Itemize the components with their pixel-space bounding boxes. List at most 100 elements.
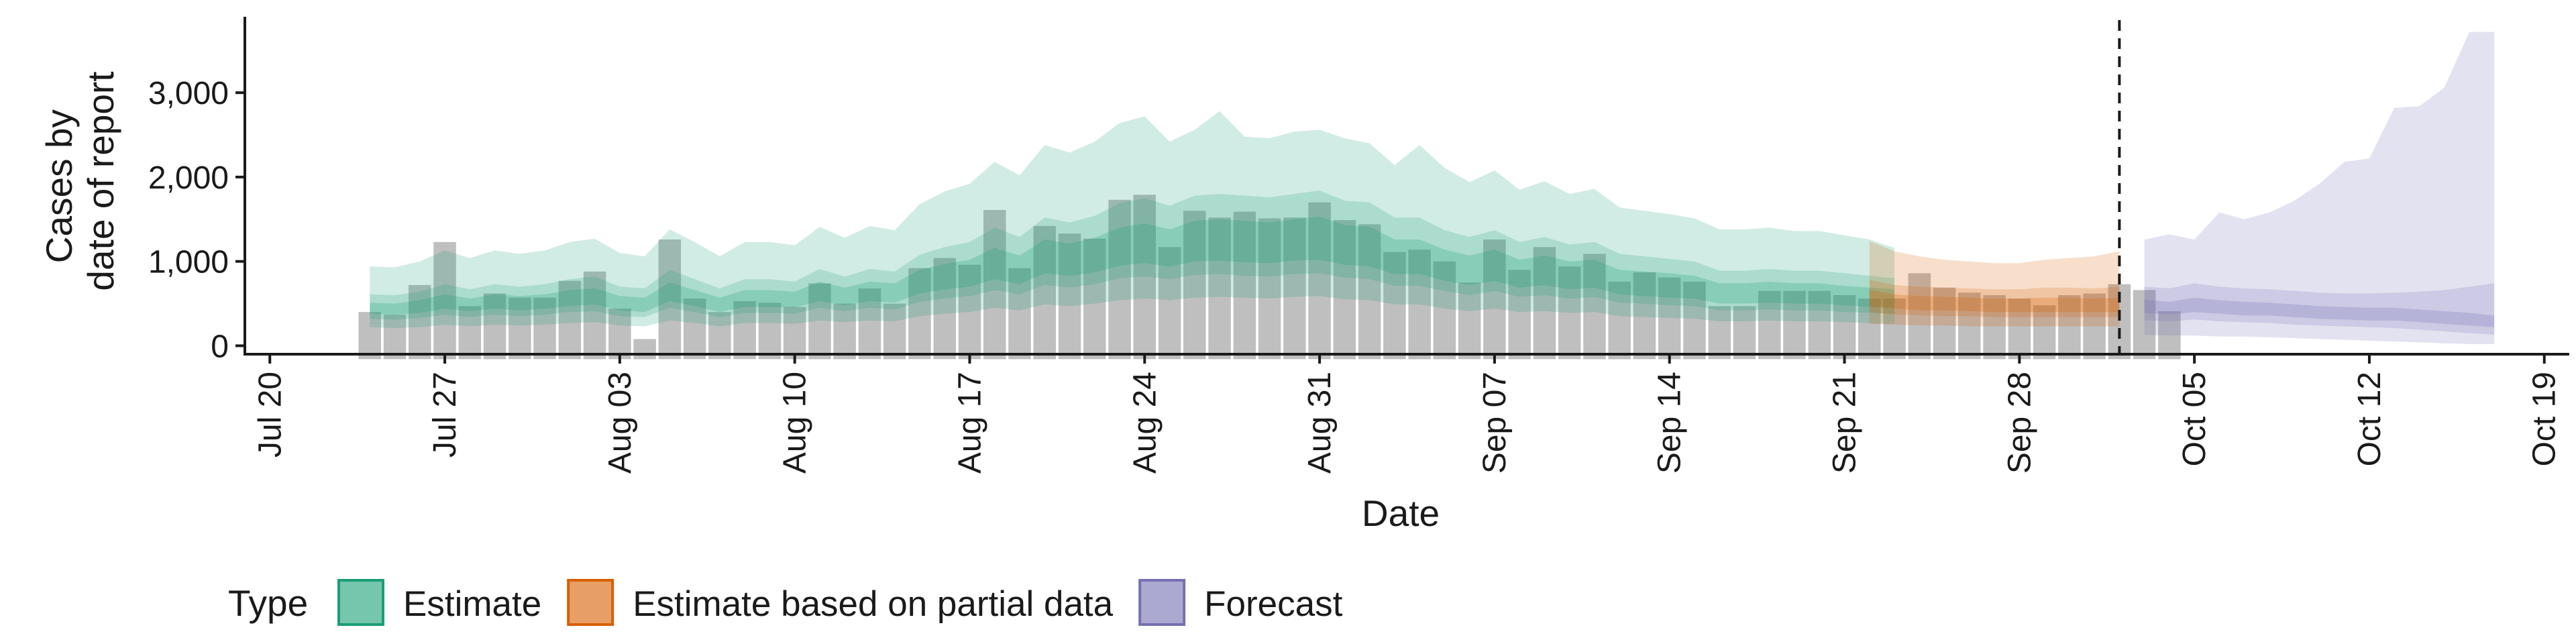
observed-bar [1758, 290, 1781, 360]
observed-bar [1708, 306, 1731, 360]
observed-bar [558, 280, 582, 360]
observed-bar [1783, 290, 1806, 360]
legend-label: Estimate based on partial data [633, 584, 1113, 624]
observed-bar [383, 314, 407, 360]
legend-swatch [1138, 579, 1186, 626]
x-tick-label: Aug 17 [952, 372, 987, 474]
series-estimate-based-on-partial-data [1869, 241, 2120, 327]
observed-bar [608, 309, 631, 360]
observed-bar [708, 312, 731, 360]
y-axis-ticks: 0 1,000 2,000 3,000 [148, 76, 245, 364]
observed-bar [758, 303, 782, 360]
observed-bar [1658, 277, 1681, 360]
legend-swatch [337, 579, 384, 626]
observed-bar [1483, 239, 1506, 360]
observed-bar [633, 339, 656, 360]
observed-bars [358, 195, 2181, 360]
observed-bar [1183, 211, 1206, 360]
y-axis-title-line-2: date of report [80, 71, 121, 290]
observed-bar [1133, 195, 1156, 360]
observed-bar [483, 293, 506, 360]
observed-bar [1733, 306, 1756, 360]
legend: Type Estimate Estimate based on partial d… [228, 579, 1343, 626]
series-forecast [2144, 32, 2495, 344]
observed-bar [1508, 270, 1531, 360]
observed-bar [933, 258, 956, 360]
x-tick-label: Oct 12 [2352, 372, 2387, 466]
observed-bar [808, 283, 831, 360]
ribbon-outer [1869, 241, 2120, 327]
ribbon-inner [2144, 297, 2495, 327]
observed-bar [2133, 290, 2156, 360]
observed-bar [1258, 218, 1281, 360]
observed-bar [1633, 272, 1656, 360]
legend-items: Estimate Estimate based on partial data Fo… [337, 579, 1343, 626]
legend-label: Estimate [403, 584, 541, 624]
observed-bar [1833, 295, 1856, 360]
x-tick-label: Oct 19 [2527, 372, 2563, 466]
legend-label: Forecast [1204, 584, 1342, 624]
observed-bar [658, 239, 682, 360]
observed-bar [1208, 217, 1231, 360]
ribbon-mid [370, 191, 1894, 320]
observed-bar [1883, 299, 1906, 360]
observed-bar [358, 312, 381, 360]
observed-bar [1083, 238, 1106, 360]
x-tick-label: Sep 21 [1827, 372, 1863, 474]
legend-swatch [567, 579, 614, 626]
observed-bar [1908, 273, 1931, 360]
y-axis-title: Cases by date of report [38, 71, 121, 290]
observed-bar [533, 297, 556, 360]
observed-bar [1808, 290, 1831, 360]
x-tick-label: Sep 07 [1477, 372, 1513, 474]
ribbon-mid [2144, 283, 2495, 335]
legend-title: Type [228, 582, 308, 624]
axes: 0 1,000 2,000 3,000 Jul 20 Jul 27 Aug 03 Aug 1… [148, 17, 2569, 474]
y-axis-title-line-1: Cases by [38, 109, 80, 264]
observed-bar [433, 241, 456, 360]
x-tick-label: Aug 10 [777, 372, 813, 474]
observed-bar [2083, 293, 2106, 360]
observed-bar [883, 303, 906, 360]
observed-bar [1308, 202, 1331, 360]
observed-bar [1033, 225, 1056, 360]
observed-bar [1858, 299, 1881, 360]
observed-bar [1608, 281, 1631, 360]
observed-bar [1108, 199, 1131, 360]
x-tick-label: Aug 03 [602, 372, 638, 474]
x-axis-title: Date [1362, 492, 1440, 534]
observed-bar [2008, 299, 2031, 360]
plot-area [358, 20, 2495, 360]
series-estimate [370, 111, 1894, 329]
observed-bar [1683, 281, 1706, 360]
x-tick-label: Oct 05 [2177, 372, 2212, 466]
observed-bar [1333, 220, 1356, 360]
observed-bar [683, 299, 706, 360]
x-tick-label: Aug 24 [1127, 372, 1163, 474]
observed-bar [908, 268, 931, 360]
observed-bar [733, 301, 756, 360]
x-tick-label: Jul 20 [252, 372, 288, 458]
y-tick-label: 0 [211, 329, 229, 364]
observed-bar [1408, 250, 1431, 360]
observed-bar [1008, 268, 1031, 360]
legend-item: Estimate [337, 579, 541, 626]
observed-bar [1358, 224, 1381, 360]
x-tick-label: Sep 28 [2002, 372, 2037, 474]
legend-item: Estimate based on partial data [567, 579, 1114, 626]
observed-bar [1283, 217, 1306, 360]
observed-bar [1433, 261, 1456, 360]
ribbon-inner [1869, 290, 2120, 313]
observed-bar [1233, 211, 1256, 360]
observed-bar [458, 306, 482, 360]
observed-bar [958, 264, 981, 360]
observed-bar [1558, 266, 1581, 360]
observed-bar [1958, 292, 1981, 360]
observed-bar [409, 284, 431, 360]
ribbon-inner [370, 217, 1894, 315]
ribbon-mid [1869, 280, 2120, 317]
observed-bar [833, 303, 856, 360]
y-tick-label: 1,000 [148, 245, 229, 280]
x-tick-label: Jul 27 [427, 372, 463, 458]
